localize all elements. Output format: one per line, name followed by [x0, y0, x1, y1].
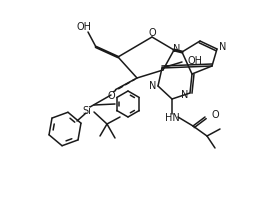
Text: N: N	[181, 90, 188, 100]
Text: OH: OH	[188, 56, 203, 66]
Text: O: O	[107, 91, 115, 101]
Text: O: O	[211, 110, 219, 120]
Text: N: N	[173, 44, 180, 54]
Text: N: N	[149, 81, 156, 91]
Text: N: N	[219, 42, 226, 52]
Text: O: O	[148, 28, 156, 38]
Text: HN: HN	[165, 113, 179, 123]
Text: OH: OH	[77, 22, 91, 32]
Text: Si: Si	[83, 106, 91, 116]
